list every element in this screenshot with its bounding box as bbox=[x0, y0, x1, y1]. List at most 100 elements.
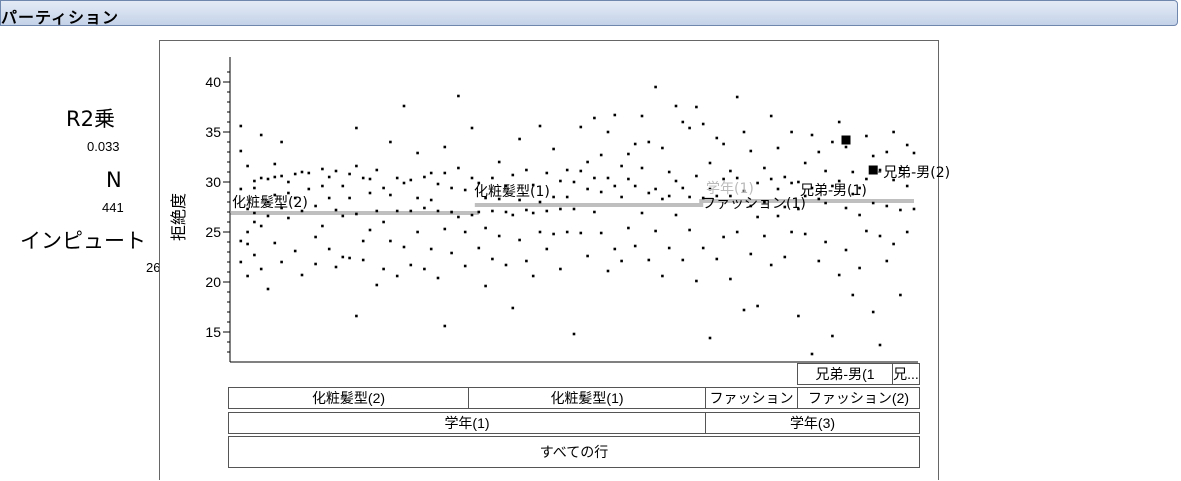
data-point bbox=[314, 235, 317, 239]
data-point bbox=[729, 194, 732, 198]
data-point bbox=[423, 267, 426, 271]
data-point bbox=[667, 194, 671, 198]
data-point bbox=[681, 120, 685, 124]
data-point bbox=[484, 226, 487, 230]
data-point bbox=[450, 210, 453, 214]
data-point bbox=[776, 146, 780, 150]
data-point bbox=[715, 257, 719, 261]
data-point bbox=[293, 196, 297, 200]
data-point bbox=[667, 246, 671, 250]
group-label: 兄弟-男(1) bbox=[800, 183, 867, 199]
data-point bbox=[511, 306, 515, 310]
data-point bbox=[735, 95, 739, 99]
data-point bbox=[878, 234, 882, 238]
data-point bbox=[273, 193, 277, 197]
data-point bbox=[280, 260, 283, 264]
data-point bbox=[899, 208, 902, 212]
data-point bbox=[905, 184, 909, 188]
data-point bbox=[497, 160, 501, 164]
partition-seg-l2-3[interactable]: ファッション(2) bbox=[797, 387, 920, 409]
data-point bbox=[361, 239, 365, 243]
data-point bbox=[688, 228, 691, 232]
data-point bbox=[586, 187, 589, 191]
data-point bbox=[463, 264, 467, 268]
data-point bbox=[545, 247, 549, 251]
data-point bbox=[817, 150, 821, 154]
data-point bbox=[742, 130, 746, 134]
data-point bbox=[552, 195, 555, 199]
data-point bbox=[871, 154, 875, 158]
data-point bbox=[321, 167, 324, 171]
data-point bbox=[300, 273, 304, 277]
data-point bbox=[797, 207, 800, 211]
data-point bbox=[647, 140, 651, 144]
partition-seg-l3-0[interactable]: 兄弟-男(1 bbox=[797, 363, 893, 385]
data-point bbox=[423, 175, 426, 179]
data-point bbox=[803, 161, 807, 165]
data-point bbox=[395, 209, 399, 213]
data-point bbox=[389, 140, 392, 144]
data-point bbox=[627, 177, 630, 181]
group-label: 化粧髪型(1) bbox=[474, 184, 550, 200]
data-point bbox=[865, 134, 868, 138]
data-point bbox=[545, 171, 549, 175]
data-point bbox=[722, 142, 725, 146]
data-point bbox=[763, 200, 766, 204]
data-point bbox=[416, 196, 419, 200]
data-point bbox=[477, 210, 481, 214]
partition-seg-l2-2[interactable]: ファッション bbox=[705, 387, 798, 409]
data-point bbox=[246, 164, 249, 168]
data-point bbox=[518, 238, 521, 242]
data-point bbox=[531, 183, 535, 187]
n-label: N bbox=[106, 168, 122, 192]
data-point bbox=[409, 178, 413, 182]
partition-seg-l2-1[interactable]: 化粧髪型(1) bbox=[468, 387, 706, 409]
data-point bbox=[525, 168, 528, 172]
data-point bbox=[851, 192, 855, 196]
data-point bbox=[246, 274, 249, 278]
data-point bbox=[497, 197, 501, 201]
data-point bbox=[708, 161, 712, 165]
data-point bbox=[327, 196, 331, 200]
data-point bbox=[797, 180, 800, 184]
data-point bbox=[552, 232, 555, 236]
data-point bbox=[912, 207, 916, 211]
data-point bbox=[253, 179, 256, 183]
data-point bbox=[803, 194, 807, 198]
partition-seg-l1-0[interactable]: 学年(1) bbox=[228, 412, 706, 434]
partition-seg-l0-0[interactable]: すべての行 bbox=[228, 436, 920, 468]
data-point bbox=[443, 145, 447, 149]
data-point bbox=[497, 234, 501, 238]
data-point bbox=[402, 104, 406, 108]
partition-seg-l1-1[interactable]: 学年(3) bbox=[705, 412, 920, 434]
data-point bbox=[355, 164, 358, 168]
title-bar: パーティション bbox=[0, 0, 1178, 27]
data-point bbox=[409, 209, 413, 213]
data-point bbox=[355, 314, 358, 318]
data-point bbox=[654, 229, 657, 233]
data-point bbox=[797, 314, 800, 318]
data-point bbox=[341, 184, 345, 188]
data-point bbox=[565, 195, 569, 199]
data-point bbox=[259, 267, 263, 271]
partition-seg-l3-1[interactable]: 兄... bbox=[892, 363, 920, 385]
data-point bbox=[504, 184, 508, 188]
data-point bbox=[293, 172, 297, 176]
data-point bbox=[701, 246, 705, 250]
data-point bbox=[253, 186, 256, 190]
data-point bbox=[491, 257, 494, 261]
data-point bbox=[661, 274, 664, 278]
window-title: パーティション bbox=[1, 8, 120, 27]
data-point bbox=[586, 160, 589, 164]
data-point bbox=[293, 249, 297, 253]
data-point bbox=[586, 254, 589, 258]
data-point bbox=[395, 274, 399, 278]
data-point bbox=[661, 146, 664, 150]
data-point bbox=[674, 104, 678, 108]
data-point bbox=[565, 168, 569, 172]
partition-seg-l2-0[interactable]: 化粧髪型(2) bbox=[228, 387, 469, 409]
data-point bbox=[606, 130, 610, 134]
data-point bbox=[361, 258, 365, 262]
data-point bbox=[620, 195, 623, 199]
data-point bbox=[395, 176, 399, 180]
